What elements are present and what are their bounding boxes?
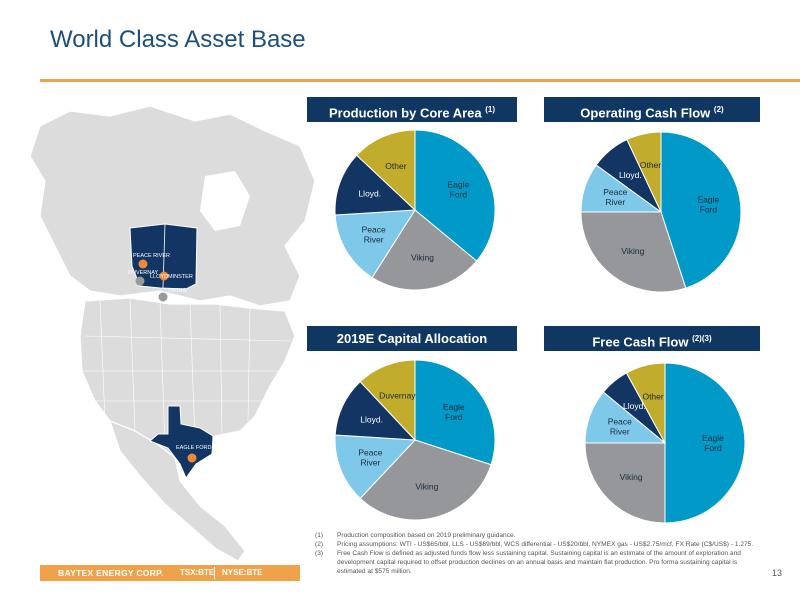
pie-slice-other bbox=[626, 131, 662, 213]
pie-label-other: Other bbox=[642, 392, 663, 402]
map-mexico bbox=[109, 419, 246, 562]
pie-label-lloyd: Lloyd. bbox=[619, 170, 642, 180]
pie-label-viking: Viking bbox=[411, 252, 434, 262]
map-hudson-bay bbox=[200, 171, 250, 231]
pie-slice-viking bbox=[371, 209, 478, 291]
marker-lloydminster bbox=[159, 271, 169, 281]
pie-slice-eagle-ford bbox=[660, 131, 742, 289]
pie-chart-production: Eagle Ford Viking Peace River Lloyd. Other bbox=[334, 129, 496, 291]
panel-title-free-cash-flow: Free Cash Flow bbox=[592, 334, 689, 350]
panel-header-free-cash-flow: Free Cash Flow (2)(3) bbox=[544, 326, 760, 351]
pie-label-peace-river: Peace River bbox=[608, 417, 632, 437]
marker-eagle-ford bbox=[187, 453, 197, 463]
title-divider bbox=[40, 79, 800, 82]
panel-header-capital-allocation: 2019E Capital Allocation bbox=[307, 326, 517, 351]
pie-slice-other bbox=[625, 362, 666, 444]
pie-slice-duvernay bbox=[359, 359, 416, 442]
pie-slice-peace-river bbox=[334, 434, 417, 500]
pie-chart-operating-cash-flow: Eagle Ford Viking Peace River Lloyd.Other bbox=[580, 131, 742, 293]
pie-slice-peace-river bbox=[334, 209, 416, 279]
ticker-tsx: TSX:BTE bbox=[180, 568, 215, 577]
footnote: (3) Free Cash Flow is defined as adjuste… bbox=[315, 549, 755, 576]
page-title: World Class Asset Base bbox=[50, 26, 306, 53]
map-label-eagle-ford: EAGLE FORD bbox=[176, 445, 211, 451]
panel-header-operating-cash-flow: Operating Cash Flow (2) bbox=[544, 97, 760, 122]
pie-chart-capital-allocation: Eagle Ford Viking Peace River Lloyd. Duvernay bbox=[334, 359, 496, 521]
pie-slice-lloyd bbox=[334, 380, 417, 441]
pie-slice-viking bbox=[580, 211, 687, 293]
footnote-number: (1) bbox=[315, 532, 324, 539]
marker-peace-river bbox=[138, 259, 148, 269]
pie-label-eagle-ford: Eagle Ford bbox=[448, 180, 470, 200]
map-canada bbox=[29, 105, 316, 307]
footer-bar bbox=[40, 565, 300, 581]
footnotes: (1) Production composition based on 2019… bbox=[315, 531, 755, 576]
pie-slice-eagle-ford bbox=[414, 129, 496, 262]
footnote: (2) Pricing assumptions: WTI - US$65/bbl… bbox=[315, 540, 755, 549]
pie-label-lloyd: Lloyd. bbox=[360, 415, 383, 425]
map-label-lloydminster: LLOYDMINSTER bbox=[150, 274, 193, 280]
pie-label-peace-river: Peace River bbox=[362, 224, 386, 244]
footnote-text: Production composition based on 2019 pre… bbox=[337, 532, 516, 539]
pie-label-viking: Viking bbox=[620, 472, 643, 482]
map-usa bbox=[79, 297, 296, 459]
pie-label-lloyd: Lloyd. bbox=[623, 401, 646, 411]
marker-duvernay bbox=[135, 276, 145, 286]
pie-label-peace-river: Peace River bbox=[358, 448, 382, 468]
panel-title-production: Production by Core Area bbox=[328, 105, 482, 121]
pie-slice-viking bbox=[584, 442, 666, 524]
panel-note-free-cash-flow: (2)(3) bbox=[692, 334, 712, 343]
page-number: 13 bbox=[772, 568, 783, 578]
pie-slice-other bbox=[355, 129, 416, 212]
footnote: (1) Production composition based on 2019… bbox=[315, 531, 755, 540]
pie-label-duvernay: Duvernay bbox=[379, 390, 416, 400]
pie-label-eagle-ford: Eagle Ford bbox=[698, 195, 720, 215]
footnote-text: Pricing assumptions: WTI - US$65/bbl, LL… bbox=[337, 541, 754, 548]
panel-title-capital-allocation: 2019E Capital Allocation bbox=[336, 331, 488, 346]
pie-label-peace-river: Peace River bbox=[603, 187, 627, 207]
map-western-canada bbox=[129, 223, 198, 290]
pie-chart-free-cash-flow: Eagle Ford Viking Peace River Lloyd.Other bbox=[584, 362, 746, 524]
pie-label-viking: Viking bbox=[415, 482, 438, 492]
footnote-number: (2) bbox=[315, 541, 324, 548]
pie-slice-eagle-ford bbox=[664, 362, 746, 524]
map-label-duvernay: DUVERNAY bbox=[128, 270, 158, 276]
ticker-nyse: NYSE:BTE bbox=[222, 568, 263, 577]
pie-label-other: Other bbox=[385, 161, 406, 171]
company-logo-text: BAYTEX ENERGY CORP. bbox=[58, 568, 164, 578]
pie-label-eagle-ford: Eagle Ford bbox=[702, 433, 724, 453]
pie-slice-eagle-ford bbox=[414, 359, 496, 466]
pie-label-other: Other bbox=[640, 160, 661, 170]
pie-slice-lloyd bbox=[334, 154, 417, 216]
pie-slice-viking bbox=[359, 439, 492, 521]
ticker-separator bbox=[214, 567, 215, 579]
panel-header-production: Production by Core Area (1) bbox=[307, 97, 517, 122]
map-label-viking: VIKING bbox=[168, 288, 187, 294]
panel-note-production: (1) bbox=[485, 105, 496, 114]
map-texas bbox=[149, 405, 214, 480]
panel-title-operating-cash-flow: Operating Cash Flow bbox=[580, 105, 711, 121]
footnote-text: Free Cash Flow is defined as adjusted fu… bbox=[337, 550, 741, 575]
pie-label-eagle-ford: Eagle Ford bbox=[443, 402, 465, 422]
north-america-map: PEACE RIVER DUVERNAY LLOYDMINSTER VIKING… bbox=[29, 105, 316, 562]
marker-viking bbox=[158, 292, 168, 302]
pie-label-lloyd: Lloyd. bbox=[358, 189, 381, 199]
footnote-number: (3) bbox=[315, 550, 324, 557]
pie-label-viking: Viking bbox=[621, 246, 644, 256]
map-label-peace-river: PEACE RIVER bbox=[133, 253, 170, 259]
panel-note-operating-cash-flow: (2) bbox=[713, 105, 724, 114]
